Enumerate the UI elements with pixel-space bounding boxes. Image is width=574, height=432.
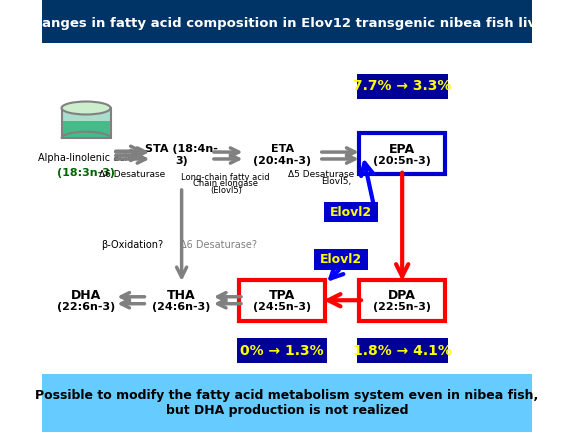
Polygon shape	[63, 121, 110, 137]
FancyBboxPatch shape	[42, 374, 532, 432]
Text: Possible to modify the fatty acid metabolism system even in nibea fish,
but DHA : Possible to modify the fatty acid metabo…	[36, 389, 538, 416]
Text: β-Oxidation?: β-Oxidation?	[102, 240, 164, 250]
Text: (20:5n-3): (20:5n-3)	[373, 156, 431, 166]
FancyArrowPatch shape	[116, 146, 141, 156]
Text: Elovl2: Elovl2	[329, 206, 372, 219]
Text: STA (18:4n-: STA (18:4n-	[145, 144, 218, 154]
Polygon shape	[61, 108, 111, 138]
Text: Δ6 Desaturase: Δ6 Desaturase	[99, 171, 166, 179]
Text: 3): 3)	[175, 156, 188, 166]
FancyArrowPatch shape	[328, 294, 361, 306]
FancyArrowPatch shape	[121, 299, 145, 308]
Text: Δ6 Desaturase?: Δ6 Desaturase?	[180, 240, 257, 250]
Ellipse shape	[61, 102, 111, 114]
FancyArrowPatch shape	[321, 148, 355, 156]
FancyBboxPatch shape	[314, 249, 368, 270]
FancyBboxPatch shape	[324, 202, 378, 222]
FancyArrowPatch shape	[321, 155, 355, 163]
FancyArrowPatch shape	[218, 292, 241, 301]
Text: (20:4n-3): (20:4n-3)	[253, 156, 311, 166]
FancyBboxPatch shape	[42, 0, 532, 43]
FancyArrowPatch shape	[396, 172, 408, 276]
FancyArrowPatch shape	[214, 155, 239, 163]
FancyArrowPatch shape	[177, 190, 187, 277]
Text: Changes in fatty acid composition in Elov12 transgenic nibea fish liver: Changes in fatty acid composition in Elo…	[22, 17, 552, 30]
Text: (24:6n-3): (24:6n-3)	[153, 302, 211, 312]
FancyBboxPatch shape	[357, 338, 448, 363]
FancyArrowPatch shape	[214, 148, 239, 156]
Text: 1.8% → 4.1%: 1.8% → 4.1%	[353, 344, 452, 358]
FancyBboxPatch shape	[359, 133, 445, 174]
FancyBboxPatch shape	[239, 280, 325, 321]
FancyArrowPatch shape	[218, 299, 241, 308]
FancyBboxPatch shape	[359, 280, 445, 321]
Text: DPA: DPA	[388, 289, 416, 302]
Text: Chain elongase: Chain elongase	[193, 179, 258, 188]
Text: DHA: DHA	[71, 289, 101, 302]
FancyArrowPatch shape	[121, 292, 145, 301]
FancyArrowPatch shape	[116, 148, 146, 156]
Text: (Elovl5): (Elovl5)	[210, 186, 242, 194]
FancyArrowPatch shape	[116, 150, 141, 161]
Text: (18:3n-3): (18:3n-3)	[57, 168, 115, 178]
FancyBboxPatch shape	[236, 338, 327, 363]
Text: Δ5 Desaturase: Δ5 Desaturase	[288, 171, 354, 179]
FancyArrowPatch shape	[361, 163, 375, 210]
Text: Alpha-linolenic acid: Alpha-linolenic acid	[38, 152, 134, 163]
Text: 7.7% → 3.3%: 7.7% → 3.3%	[353, 79, 451, 93]
FancyBboxPatch shape	[357, 74, 448, 99]
Text: Elovl2: Elovl2	[320, 253, 362, 266]
Text: 0% → 1.3%: 0% → 1.3%	[241, 344, 324, 358]
Text: (22:6n-3): (22:6n-3)	[57, 302, 115, 312]
Text: (22:5n-3): (22:5n-3)	[373, 302, 431, 312]
Text: EPA: EPA	[389, 143, 415, 156]
Text: Long-chain fatty acid: Long-chain fatty acid	[181, 173, 270, 181]
Text: ETA: ETA	[270, 144, 294, 154]
FancyArrowPatch shape	[116, 155, 146, 163]
Text: TPA: TPA	[269, 289, 295, 302]
Text: Elovl5,: Elovl5,	[321, 177, 351, 186]
FancyArrowPatch shape	[331, 266, 343, 279]
Text: (24:5n-3): (24:5n-3)	[253, 302, 311, 312]
Text: THA: THA	[167, 289, 196, 302]
